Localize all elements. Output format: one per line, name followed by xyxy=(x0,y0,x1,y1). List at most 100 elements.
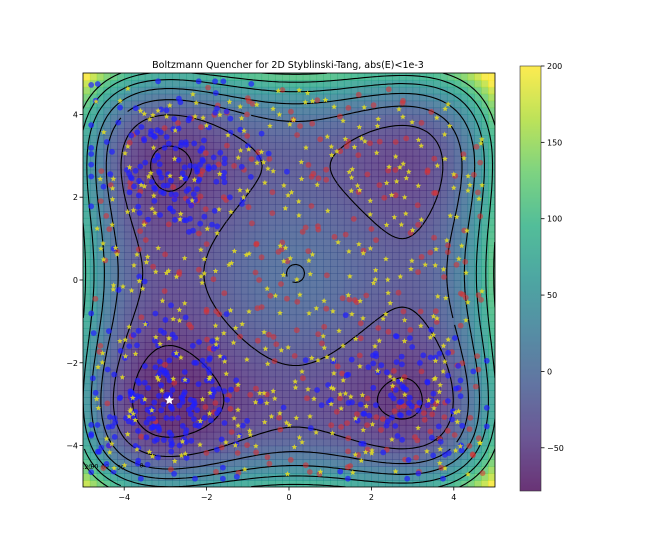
yellow-star xyxy=(442,295,449,301)
blue-point xyxy=(396,399,403,406)
heatmap-cell xyxy=(419,342,427,350)
heatmap-cell xyxy=(433,300,441,309)
heatmap-cell xyxy=(227,452,235,460)
heatmap-cell xyxy=(83,431,91,440)
red-point xyxy=(415,269,421,275)
heatmap-cell xyxy=(158,342,166,350)
yellow-star xyxy=(261,329,267,335)
yellow-star xyxy=(380,315,386,322)
heatmap-cell xyxy=(268,286,276,295)
heatmap-cell xyxy=(371,280,379,288)
heatmap-cell xyxy=(440,252,448,260)
heatmap-cell xyxy=(302,286,311,295)
yellow-star xyxy=(427,334,434,340)
heatmap-cell xyxy=(405,280,414,288)
global-minimum-star xyxy=(164,395,175,405)
heatmap-cell xyxy=(151,466,160,474)
heatmap-cell xyxy=(309,390,318,398)
heatmap-cell xyxy=(206,445,215,454)
heatmap-cell xyxy=(172,424,180,433)
heatmap-cell xyxy=(213,121,221,129)
red-point xyxy=(470,452,476,459)
heatmap-cell xyxy=(131,190,139,198)
blue-point xyxy=(185,117,192,124)
heatmap-cell xyxy=(254,438,263,447)
heatmap-cell xyxy=(103,252,112,260)
red-point xyxy=(421,410,427,416)
heatmap-cell xyxy=(234,252,242,260)
heatmap-cell xyxy=(309,176,318,184)
heatmap-cell xyxy=(398,197,407,205)
heatmap-cell xyxy=(186,431,194,440)
heatmap-cell xyxy=(385,355,393,364)
heatmap-cell xyxy=(460,314,469,322)
heatmap-cell xyxy=(440,459,448,467)
yellow-star xyxy=(294,276,300,282)
heatmap-cell xyxy=(96,459,105,467)
heatmap-cell xyxy=(446,390,455,398)
heatmap-cell xyxy=(350,128,359,136)
heatmap-cell xyxy=(83,397,91,405)
heatmap-cell xyxy=(488,231,495,240)
heatmap-cell xyxy=(350,286,359,295)
heatmap-cell xyxy=(179,190,187,198)
yellow-star xyxy=(106,449,113,455)
heatmap-cell xyxy=(426,252,434,260)
heatmap-cell xyxy=(261,135,269,143)
blue-point xyxy=(390,395,397,402)
heatmap-cell xyxy=(137,238,146,247)
heatmap-cell xyxy=(192,211,201,219)
heatmap-cell xyxy=(433,362,441,371)
heatmap-cell xyxy=(144,376,153,385)
heatmap-cell xyxy=(213,204,221,212)
points-layer xyxy=(88,78,490,482)
heatmap-cell xyxy=(481,438,489,447)
heatmap-cell xyxy=(220,280,228,288)
heatmap-cell xyxy=(488,390,495,398)
heatmap-cell xyxy=(385,224,393,233)
heatmap-cell xyxy=(275,418,283,426)
heatmap-cell xyxy=(247,411,256,419)
heatmap-cell xyxy=(103,411,112,419)
heatmap-cell xyxy=(378,411,386,419)
heatmap-cell xyxy=(234,73,242,81)
heatmap-cell xyxy=(337,93,345,102)
heatmap-cell xyxy=(275,93,283,102)
blue-point xyxy=(178,142,184,149)
heatmap-cell xyxy=(179,114,187,122)
yellow-star xyxy=(283,419,290,426)
heatmap-cell xyxy=(96,480,105,487)
heatmap-cell xyxy=(261,397,269,405)
heatmap-cell xyxy=(144,369,153,378)
yellow-star xyxy=(447,212,454,219)
red-point xyxy=(161,288,168,294)
heatmap-cell xyxy=(144,321,153,329)
heatmap-cell xyxy=(165,349,173,357)
heatmap-cell xyxy=(247,183,256,191)
heatmap-cell xyxy=(460,383,469,391)
heatmap-cell xyxy=(131,473,139,481)
heatmap-cell xyxy=(405,369,414,378)
yellow-star xyxy=(257,390,263,396)
heatmap-cell xyxy=(453,128,462,136)
heatmap-cell xyxy=(295,424,304,433)
heatmap-cell xyxy=(124,114,132,122)
yellow-star xyxy=(201,256,208,262)
heatmap-cell xyxy=(254,114,263,122)
heatmap-cell xyxy=(343,300,352,309)
heatmap-cell xyxy=(330,280,338,288)
heatmap-cell xyxy=(234,369,242,378)
heatmap-cell xyxy=(302,445,311,454)
blue-point xyxy=(182,314,189,321)
heatmap-cell xyxy=(234,86,242,95)
heatmap-cell xyxy=(440,183,448,191)
heatmap-cell xyxy=(323,342,331,350)
heatmap-cell xyxy=(96,307,105,316)
heatmap-cell xyxy=(343,190,352,198)
yellow-star xyxy=(290,116,297,123)
blue-point xyxy=(109,423,116,430)
heatmap-cell xyxy=(378,280,386,288)
heatmap-cell xyxy=(227,314,235,322)
heatmap-cell xyxy=(254,300,263,309)
heatmap-cell xyxy=(247,204,256,212)
